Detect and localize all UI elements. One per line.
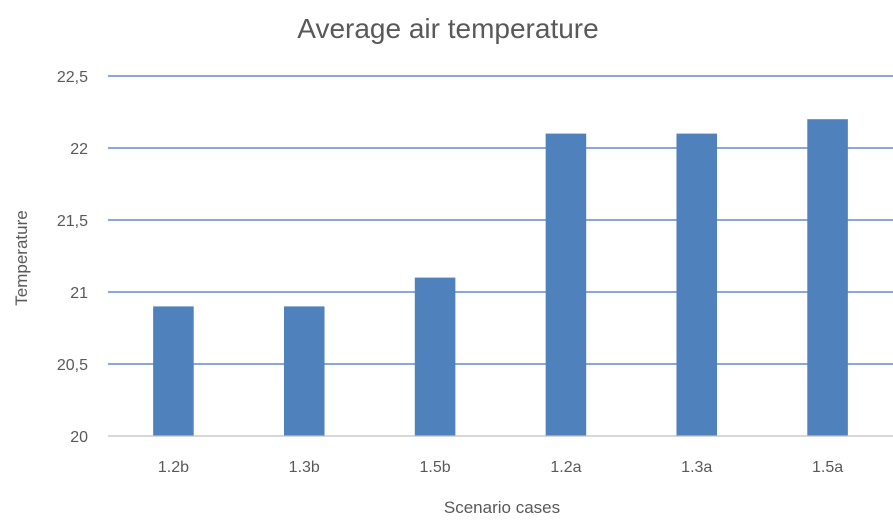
- bars: [153, 119, 848, 436]
- y-tick-label: 22,5: [57, 69, 88, 86]
- bar-1.2a: [545, 133, 587, 436]
- y-tick-label: 22: [70, 141, 88, 158]
- x-tick-label: 1.2a: [550, 459, 581, 476]
- bar-1.2b: [153, 306, 194, 436]
- bar-1.5a: [807, 119, 848, 436]
- x-tick-label: 1.5a: [812, 459, 843, 476]
- chart-title: Average air temperature: [297, 13, 598, 44]
- bar-1.3a: [676, 133, 718, 436]
- y-tick-label: 20,5: [57, 357, 88, 374]
- y-tick-label: 21,5: [57, 213, 88, 230]
- y-axis-label: Temperature: [12, 210, 31, 305]
- x-tick-label: 1.2b: [158, 459, 189, 476]
- gridlines: [108, 75, 893, 365]
- y-tick-label: 20: [70, 429, 88, 446]
- y-tick-labels: 20 20,5 21 21,5 22 22,5: [57, 69, 88, 446]
- x-tick-label: 1.3b: [289, 459, 320, 476]
- y-tick-label: 21: [70, 285, 88, 302]
- x-tick-labels: 1.2b 1.3b 1.5b 1.2a 1.3a 1.5a: [158, 459, 843, 476]
- x-axis-label: Scenario cases: [444, 498, 560, 517]
- bar-1.5b: [414, 277, 456, 436]
- bar-1.3b: [283, 306, 325, 436]
- x-tick-label: 1.3a: [681, 459, 712, 476]
- x-tick-label: 1.5b: [420, 459, 451, 476]
